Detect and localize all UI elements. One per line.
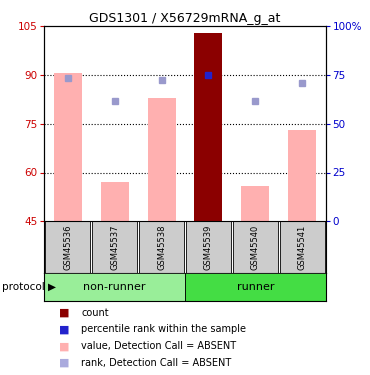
Bar <box>186 221 231 273</box>
Text: GSM45537: GSM45537 <box>110 224 119 270</box>
Bar <box>280 221 324 273</box>
Bar <box>44 273 185 301</box>
Text: GSM45541: GSM45541 <box>298 224 307 270</box>
Text: runner: runner <box>236 282 274 292</box>
Bar <box>101 182 129 221</box>
Bar <box>54 74 82 221</box>
Text: ■: ■ <box>59 324 70 334</box>
Bar <box>185 273 326 301</box>
Text: GSM45536: GSM45536 <box>63 224 72 270</box>
Text: ■: ■ <box>59 308 70 318</box>
Title: GDS1301 / X56729mRNA_g_at: GDS1301 / X56729mRNA_g_at <box>89 12 281 25</box>
Bar <box>288 130 316 221</box>
Text: ■: ■ <box>59 341 70 351</box>
Bar <box>46 221 90 273</box>
Bar <box>194 33 222 221</box>
Bar <box>139 221 184 273</box>
Text: non-runner: non-runner <box>84 282 146 292</box>
Bar <box>233 221 278 273</box>
Text: percentile rank within the sample: percentile rank within the sample <box>81 324 246 334</box>
Text: GSM45540: GSM45540 <box>251 224 260 270</box>
Bar <box>241 186 269 221</box>
Text: ■: ■ <box>59 358 70 368</box>
Text: protocol ▶: protocol ▶ <box>2 282 56 292</box>
Text: GSM45538: GSM45538 <box>157 224 166 270</box>
Text: rank, Detection Call = ABSENT: rank, Detection Call = ABSENT <box>81 358 232 368</box>
Text: value, Detection Call = ABSENT: value, Detection Call = ABSENT <box>81 341 236 351</box>
Bar <box>92 221 137 273</box>
Bar <box>148 98 176 221</box>
Text: GSM45539: GSM45539 <box>204 224 213 270</box>
Text: count: count <box>81 308 109 318</box>
